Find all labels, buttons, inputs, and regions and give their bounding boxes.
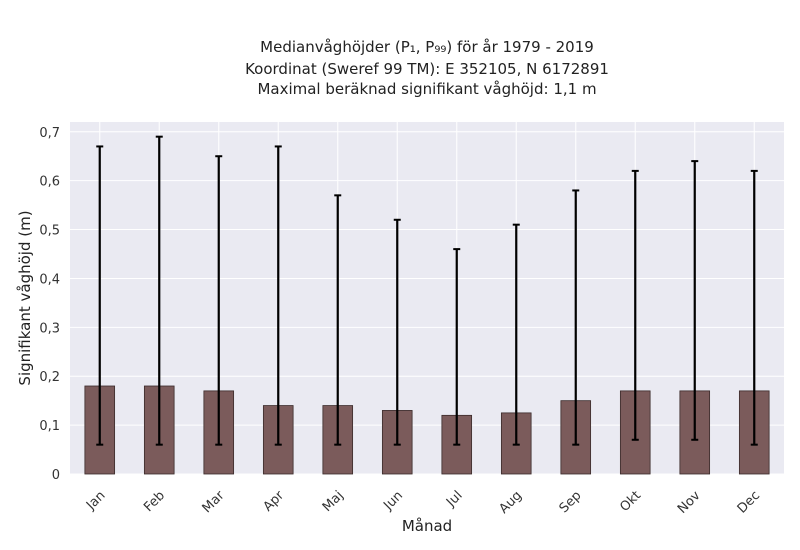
title-line-2: Koordinat (Sweref 99 TM): E 352105, N 61…	[245, 60, 609, 78]
y-tick-label: 0,4	[39, 272, 60, 287]
y-tick-label: 0,7	[39, 126, 60, 141]
y-tick-label: 0	[52, 468, 60, 483]
x-tick-label: Jul	[443, 488, 465, 510]
y-tick-labels: 0 0,1 0,2 0,3 0,4 0,5 0,6 0,7	[39, 126, 60, 483]
x-tick-label: Nov	[675, 488, 704, 517]
error-bars	[96, 135, 758, 446]
y-tick-label: 0,1	[39, 419, 60, 434]
y-tick-label: 0,2	[39, 370, 60, 385]
x-tick-label: Jun	[380, 488, 406, 514]
y-axis-label: Signifikant våghöjd (m)	[16, 210, 34, 385]
x-tick-label: Dec	[735, 488, 763, 516]
x-tick-label: Aug	[497, 488, 526, 517]
x-tick-label: Sep	[557, 488, 585, 516]
x-axis-label: Månad	[402, 517, 452, 535]
y-gridlines	[70, 131, 784, 475]
x-tick-labels: Jan Feb Mar Apr Maj Jun Jul Aug Sep Okt Nov Dec	[83, 488, 763, 517]
x-tick-label: Jan	[83, 488, 108, 513]
x-tick-label: Feb	[141, 488, 168, 515]
y-tick-label: 0,6	[39, 175, 60, 190]
x-tick-label: Apr	[261, 488, 288, 515]
y-tick-label: 0,5	[39, 224, 60, 239]
x-tick-label: Maj	[320, 488, 347, 515]
title-line-1: Medianvåghöjder (P₁, P₉₉) för år 1979 - …	[260, 38, 594, 56]
x-tick-label: Mar	[200, 488, 228, 516]
chart-title: Medianvåghöjder (P₁, P₉₉) för år 1979 - …	[245, 38, 609, 98]
plot-area	[70, 122, 784, 474]
title-line-3: Maximal beräknad signifikant våghöjd: 1,…	[257, 80, 596, 98]
x-tick-label: Okt	[617, 488, 644, 515]
y-tick-label: 0,3	[39, 321, 60, 336]
